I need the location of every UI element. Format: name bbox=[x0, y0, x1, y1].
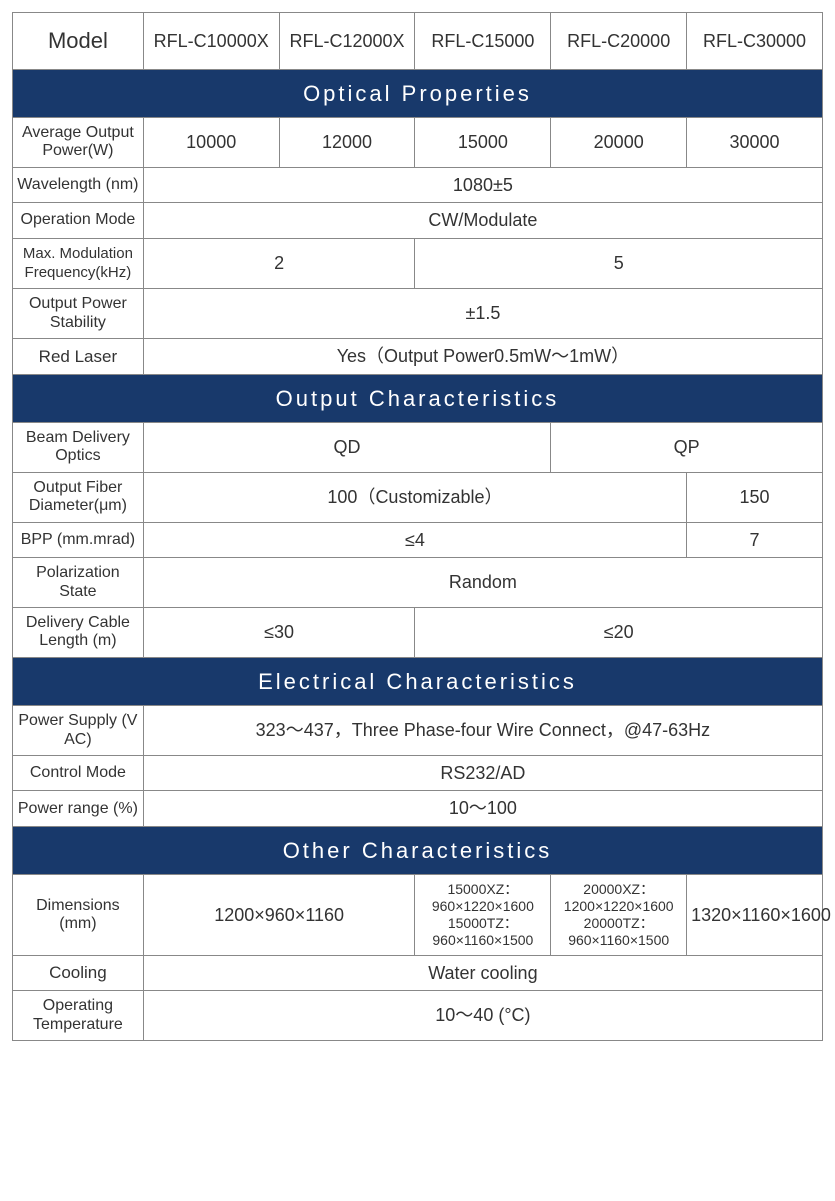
cell: 1080±5 bbox=[143, 167, 822, 203]
table-row: BPP (mm.mrad) ≤4 7 bbox=[13, 522, 823, 558]
table-row: Model RFL-C10000X RFL-C12000X RFL-C15000… bbox=[13, 13, 823, 70]
cell: 12000 bbox=[279, 118, 415, 168]
model-col-3: RFL-C20000 bbox=[551, 13, 687, 70]
cell: 1200×960×1160 bbox=[143, 875, 415, 955]
model-col-4: RFL-C30000 bbox=[687, 13, 823, 70]
cell: ≤30 bbox=[143, 607, 415, 657]
table-row: Operating Temperature 10～40 (°C) bbox=[13, 991, 823, 1041]
table-row: Red Laser Yes（Output Power0.5mW～1mW） bbox=[13, 339, 823, 375]
row-label: Red Laser bbox=[13, 339, 144, 375]
table-row: Average Output Power(W) 10000 12000 1500… bbox=[13, 118, 823, 168]
cell: CW/Modulate bbox=[143, 203, 822, 239]
table-row: Control Mode RS232/AD bbox=[13, 755, 823, 791]
cell: 100（Customizable） bbox=[143, 472, 686, 522]
section-output: Output Characteristics bbox=[13, 374, 823, 423]
row-label: Polarization State bbox=[13, 558, 144, 608]
model-col-1: RFL-C12000X bbox=[279, 13, 415, 70]
cell: 5 bbox=[415, 238, 823, 289]
cell: 7 bbox=[687, 522, 823, 558]
section-header-electrical: Electrical Characteristics bbox=[13, 657, 823, 706]
table-row: Power range (%) 10～100 bbox=[13, 791, 823, 827]
row-label: Wavelength (nm) bbox=[13, 167, 144, 203]
section-optical: Optical Properties bbox=[13, 69, 823, 118]
row-label: Operating Temperature bbox=[13, 991, 144, 1041]
table-row: Polarization State Random bbox=[13, 558, 823, 608]
cell: ≤4 bbox=[143, 522, 686, 558]
row-label: Max. Modulation Frequency(kHz) bbox=[13, 238, 144, 289]
cell: 20000 bbox=[551, 118, 687, 168]
table-row: Delivery Cable Length (m) ≤30 ≤20 bbox=[13, 607, 823, 657]
row-label: Operation Mode bbox=[13, 203, 144, 239]
table-row: Output Power Stability ±1.5 bbox=[13, 289, 823, 339]
spec-table: Model RFL-C10000X RFL-C12000X RFL-C15000… bbox=[12, 12, 823, 1041]
table-row: Power Supply (V AC) 323～437，Three Phase-… bbox=[13, 706, 823, 756]
row-label: Control Mode bbox=[13, 755, 144, 791]
model-label: Model bbox=[13, 13, 144, 70]
row-label: BPP (mm.mrad) bbox=[13, 522, 144, 558]
section-header-optical: Optical Properties bbox=[13, 69, 823, 118]
row-label: Cooling bbox=[13, 955, 144, 991]
row-label: Power Supply (V AC) bbox=[13, 706, 144, 756]
section-header-other: Other Characteristics bbox=[13, 826, 823, 875]
cell: 2 bbox=[143, 238, 415, 289]
table-row: Cooling Water cooling bbox=[13, 955, 823, 991]
model-col-2: RFL-C15000 bbox=[415, 13, 551, 70]
row-label: Delivery Cable Length (m) bbox=[13, 607, 144, 657]
row-label: Beam Delivery Optics bbox=[13, 423, 144, 473]
cell: 20000XZ： 1200×1220×1600 20000TZ： 960×116… bbox=[551, 875, 687, 955]
row-label: Average Output Power(W) bbox=[13, 118, 144, 168]
table-row: Output Fiber Diameter(μm) 100（Customizab… bbox=[13, 472, 823, 522]
table-row: Max. Modulation Frequency(kHz) 2 5 bbox=[13, 238, 823, 289]
cell: 15000 bbox=[415, 118, 551, 168]
cell: 323～437，Three Phase-four Wire Connect，@4… bbox=[143, 706, 822, 756]
row-label: Dimensions (mm) bbox=[13, 875, 144, 955]
cell: Water cooling bbox=[143, 955, 822, 991]
cell: 30000 bbox=[687, 118, 823, 168]
row-label: Output Power Stability bbox=[13, 289, 144, 339]
cell: RS232/AD bbox=[143, 755, 822, 791]
cell: 10～40 (°C) bbox=[143, 991, 822, 1041]
cell: Yes（Output Power0.5mW～1mW） bbox=[143, 339, 822, 375]
model-col-0: RFL-C10000X bbox=[143, 13, 279, 70]
cell: ≤20 bbox=[415, 607, 823, 657]
cell: QP bbox=[551, 423, 823, 473]
row-label: Power range (%) bbox=[13, 791, 144, 827]
table-row: Dimensions (mm) 1200×960×1160 15000XZ： 9… bbox=[13, 875, 823, 955]
table-row: Beam Delivery Optics QD QP bbox=[13, 423, 823, 473]
cell: 10～100 bbox=[143, 791, 822, 827]
row-label: Output Fiber Diameter(μm) bbox=[13, 472, 144, 522]
cell: 10000 bbox=[143, 118, 279, 168]
cell: ±1.5 bbox=[143, 289, 822, 339]
cell: 1320×1160×1600 bbox=[687, 875, 823, 955]
cell: 15000XZ： 960×1220×1600 15000TZ： 960×1160… bbox=[415, 875, 551, 955]
section-header-output: Output Characteristics bbox=[13, 374, 823, 423]
cell: 150 bbox=[687, 472, 823, 522]
cell: QD bbox=[143, 423, 550, 473]
section-other: Other Characteristics bbox=[13, 826, 823, 875]
section-electrical: Electrical Characteristics bbox=[13, 657, 823, 706]
cell: Random bbox=[143, 558, 822, 608]
table-row: Wavelength (nm) 1080±5 bbox=[13, 167, 823, 203]
table-row: Operation Mode CW/Modulate bbox=[13, 203, 823, 239]
